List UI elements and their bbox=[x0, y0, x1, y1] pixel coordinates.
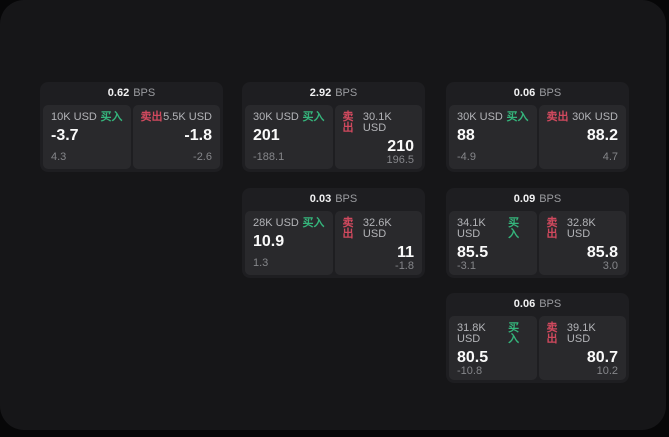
sell-size: 39.1K USD bbox=[566, 322, 596, 345]
sell-quote-panel[interactable]: 卖出 5.5K USD -1.8 -2.6 bbox=[132, 105, 220, 169]
card-header: 0.06 BPS bbox=[446, 293, 629, 316]
bps-unit-label: BPS bbox=[335, 193, 358, 205]
sell-quote-panel[interactable]: 卖出 30K USD 88.2 4.7 bbox=[538, 105, 626, 169]
buy-price: 10.9 bbox=[253, 233, 285, 250]
buy-size: 31.8K USD bbox=[457, 322, 486, 345]
buy-quote-panel[interactable]: 30K USD 买入 88 -4.9 bbox=[449, 105, 537, 169]
buy-quote-panel[interactable]: 34.1K USD 买入 85.5 -3.1 bbox=[449, 211, 537, 275]
sell-quote-panel[interactable]: 卖出 30.1K USD 210 196.5 bbox=[334, 105, 422, 169]
quote-card-3[interactable]: 0.06 BPS 30K USD 买入 88 -4.9 卖出 30K USD 8… bbox=[446, 82, 629, 172]
buy-label: 买入 bbox=[508, 322, 520, 345]
buy-quote-panel[interactable]: 10K USD 买入 -3.7 4.3 bbox=[43, 105, 131, 169]
sell-size: 32.6K USD bbox=[362, 217, 392, 240]
bps-unit-label: BPS bbox=[539, 298, 562, 310]
buy-label: 买入 bbox=[100, 111, 123, 123]
buy-label: 买入 bbox=[302, 111, 325, 123]
sell-price: 88.2 bbox=[586, 127, 618, 144]
quote-card-4[interactable]: 0.03 BPS 28K USD 买入 10.9 1.3 卖出 32.6K US… bbox=[242, 188, 425, 278]
sell-size: 30.1K USD bbox=[362, 111, 392, 134]
buy-sub-value: -188.1 bbox=[253, 151, 285, 163]
sell-sub-value: 196.5 bbox=[386, 154, 414, 166]
buy-size: 10K USD bbox=[51, 111, 97, 123]
buy-sub-value: -3.1 bbox=[457, 260, 476, 272]
buy-label: 买入 bbox=[302, 217, 325, 229]
sell-size: 32.8K USD bbox=[566, 217, 596, 240]
sell-label: 卖出 bbox=[140, 111, 163, 123]
buy-sub-value: 4.3 bbox=[51, 151, 67, 163]
sell-sub-value: 4.7 bbox=[602, 151, 618, 163]
bps-unit-label: BPS bbox=[335, 87, 358, 99]
buy-label: 买入 bbox=[506, 111, 529, 123]
quote-card-1[interactable]: 0.62 BPS 10K USD 买入 -3.7 4.3 卖出 5.5K USD… bbox=[40, 82, 223, 172]
quote-card-5[interactable]: 0.09 BPS 34.1K USD 买入 85.5 -3.1 卖出 32.8K… bbox=[446, 188, 629, 278]
sell-price: 85.8 bbox=[586, 244, 618, 261]
bps-unit-label: BPS bbox=[539, 87, 562, 99]
bps-value: 0.03 bbox=[309, 193, 332, 205]
card-header: 0.62 BPS bbox=[40, 82, 223, 105]
sell-price: -1.8 bbox=[184, 127, 212, 144]
quote-card-2[interactable]: 2.92 BPS 30K USD 买入 201 -188.1 卖出 30.1K … bbox=[242, 82, 425, 172]
sell-price: 210 bbox=[387, 138, 414, 155]
buy-price: 201 bbox=[253, 127, 280, 144]
sell-price: 80.7 bbox=[586, 349, 618, 366]
buy-sub-value: 1.3 bbox=[253, 257, 269, 269]
buy-price: -3.7 bbox=[51, 127, 79, 144]
sell-sub-value: -1.8 bbox=[395, 260, 414, 272]
buy-quote-panel[interactable]: 28K USD 买入 10.9 1.3 bbox=[245, 211, 333, 275]
sell-price: 11 bbox=[397, 244, 414, 261]
main-panel: 0.62 BPS 10K USD 买入 -3.7 4.3 卖出 5.5K USD… bbox=[0, 0, 666, 430]
card-header: 0.03 BPS bbox=[242, 188, 425, 211]
sell-sub-value: 3.0 bbox=[602, 260, 618, 272]
buy-size: 30K USD bbox=[457, 111, 503, 123]
sell-sub-value: -2.6 bbox=[193, 151, 212, 163]
sell-label: 卖出 bbox=[546, 322, 558, 345]
bps-unit-label: BPS bbox=[539, 193, 562, 205]
bps-value: 0.06 bbox=[513, 87, 536, 99]
buy-price: 80.5 bbox=[457, 349, 489, 366]
bps-value: 0.09 bbox=[513, 193, 536, 205]
buy-size: 28K USD bbox=[253, 217, 299, 229]
bps-value: 0.62 bbox=[107, 87, 130, 99]
buy-quote-panel[interactable]: 30K USD 买入 201 -188.1 bbox=[245, 105, 333, 169]
sell-quote-panel[interactable]: 卖出 32.6K USD 11 -1.8 bbox=[334, 211, 422, 275]
sell-size: 5.5K USD bbox=[163, 111, 212, 123]
buy-price: 85.5 bbox=[457, 244, 489, 261]
buy-label: 买入 bbox=[508, 217, 520, 240]
bps-unit-label: BPS bbox=[133, 87, 156, 99]
sell-label: 卖出 bbox=[546, 111, 569, 123]
buy-quote-panel[interactable]: 31.8K USD 买入 80.5 -10.8 bbox=[449, 316, 537, 380]
buy-sub-value: -4.9 bbox=[457, 151, 476, 163]
sell-label: 卖出 bbox=[342, 111, 354, 134]
bps-value: 2.92 bbox=[309, 87, 332, 99]
buy-size: 30K USD bbox=[253, 111, 299, 123]
card-header: 0.09 BPS bbox=[446, 188, 629, 211]
quote-card-6[interactable]: 0.06 BPS 31.8K USD 买入 80.5 -10.8 卖出 39.1… bbox=[446, 293, 629, 383]
sell-label: 卖出 bbox=[342, 217, 354, 240]
buy-size: 34.1K USD bbox=[457, 217, 486, 240]
sell-quote-panel[interactable]: 卖出 32.8K USD 85.8 3.0 bbox=[538, 211, 626, 275]
sell-quote-panel[interactable]: 卖出 39.1K USD 80.7 10.2 bbox=[538, 316, 626, 380]
sell-sub-value: 10.2 bbox=[596, 365, 618, 377]
buy-sub-value: -10.8 bbox=[457, 365, 483, 377]
sell-size: 30K USD bbox=[572, 111, 618, 123]
card-header: 2.92 BPS bbox=[242, 82, 425, 105]
bps-value: 0.06 bbox=[513, 298, 536, 310]
sell-label: 卖出 bbox=[546, 217, 558, 240]
buy-price: 88 bbox=[457, 127, 475, 144]
card-header: 0.06 BPS bbox=[446, 82, 629, 105]
